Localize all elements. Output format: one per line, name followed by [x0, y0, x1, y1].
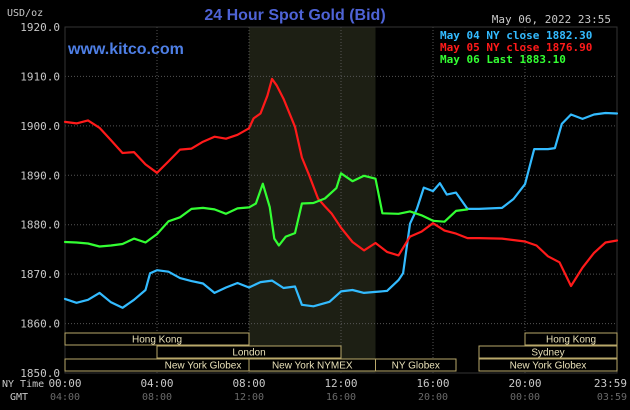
- brand-watermark[interactable]: www.kitco.com: [67, 41, 184, 58]
- legend: May 04 NY close 1882.30 May 05 NY close …: [440, 29, 592, 66]
- market-session-label: NY Globex: [392, 361, 440, 372]
- market-session-box: [156, 345, 342, 359]
- x-tick-ny: 16:00: [416, 377, 449, 390]
- x-tick-gmt: 00:00: [510, 392, 540, 403]
- chart-date: May 06, 2022 23:55: [492, 13, 611, 26]
- market-session-label: Sydney: [531, 348, 564, 359]
- y-tick-label: 1860.0: [20, 318, 60, 331]
- x-tick-ny: 23:59: [594, 377, 627, 390]
- x-tick-ny: 12:00: [324, 377, 357, 390]
- gmt-label: GMT: [10, 392, 28, 403]
- market-session-label: London: [232, 348, 265, 359]
- market-session-box: [478, 345, 618, 359]
- series-line-1: [63, 77, 619, 288]
- x-tick-gmt: 03:59: [597, 392, 627, 403]
- legend-may05: May 05 NY close 1876.90: [440, 41, 592, 54]
- market-session-label: New York Globex: [165, 361, 242, 372]
- x-axis-ticks: 00:00 04:00 04:00 08:00 08:00 12:00 12:00 16:00…: [48, 377, 627, 403]
- market-session-label: Hong Kong: [132, 335, 182, 346]
- x-tick-ny: 00:00: [48, 377, 81, 390]
- plot-frame: [64, 26, 618, 374]
- grid: [64, 26, 618, 374]
- x-tick-ny: 04:00: [140, 377, 173, 390]
- x-tick-ny: 08:00: [232, 377, 265, 390]
- market-session-box: [375, 358, 457, 372]
- x-tick-gmt: 04:00: [50, 392, 80, 403]
- y-tick-label: 1880.0: [20, 219, 60, 232]
- market-session-label: Hong Kong: [546, 335, 596, 346]
- x-tick-ny: 20:00: [508, 377, 541, 390]
- market-session-label: New York Globex: [510, 361, 587, 372]
- legend-may06: May 06 Last 1883.10: [440, 53, 566, 66]
- series-line-0: [63, 111, 619, 309]
- legend-may04: May 04 NY close 1882.30: [440, 29, 592, 42]
- x-tick-gmt: 16:00: [326, 392, 356, 403]
- unit-label: USD/oz: [7, 8, 43, 19]
- market-session-label: New York NYMEX: [272, 361, 353, 372]
- x-tick-gmt: 20:00: [418, 392, 448, 403]
- y-tick-label: 1900.0: [20, 120, 60, 133]
- x-tick-gmt: 12:00: [234, 392, 264, 403]
- y-tick-label: 1890.0: [20, 169, 60, 182]
- y-tick-label: 1870.0: [20, 268, 60, 281]
- series-line-2: [63, 172, 469, 248]
- chart-title: 24 Hour Spot Gold (Bid): [204, 7, 385, 24]
- y-axis-ticks: 1920.0 1910.0 1900.0 1890.0 1880.0 1870.0 1860…: [20, 21, 60, 380]
- market-session-box: [478, 358, 618, 372]
- series-layer: [63, 77, 619, 309]
- y-tick-label: 1920.0: [20, 21, 60, 34]
- y-tick-label: 1910.0: [20, 70, 60, 83]
- ny-time-label: NY Time: [2, 379, 44, 390]
- y-tick-label: 1850.0: [20, 367, 60, 380]
- market-session-box: [64, 332, 250, 346]
- market-sessions: Hong Kong London New York Globex New York N…: [64, 332, 618, 372]
- market-session-box: [524, 332, 618, 346]
- x-tick-gmt: 08:00: [142, 392, 172, 403]
